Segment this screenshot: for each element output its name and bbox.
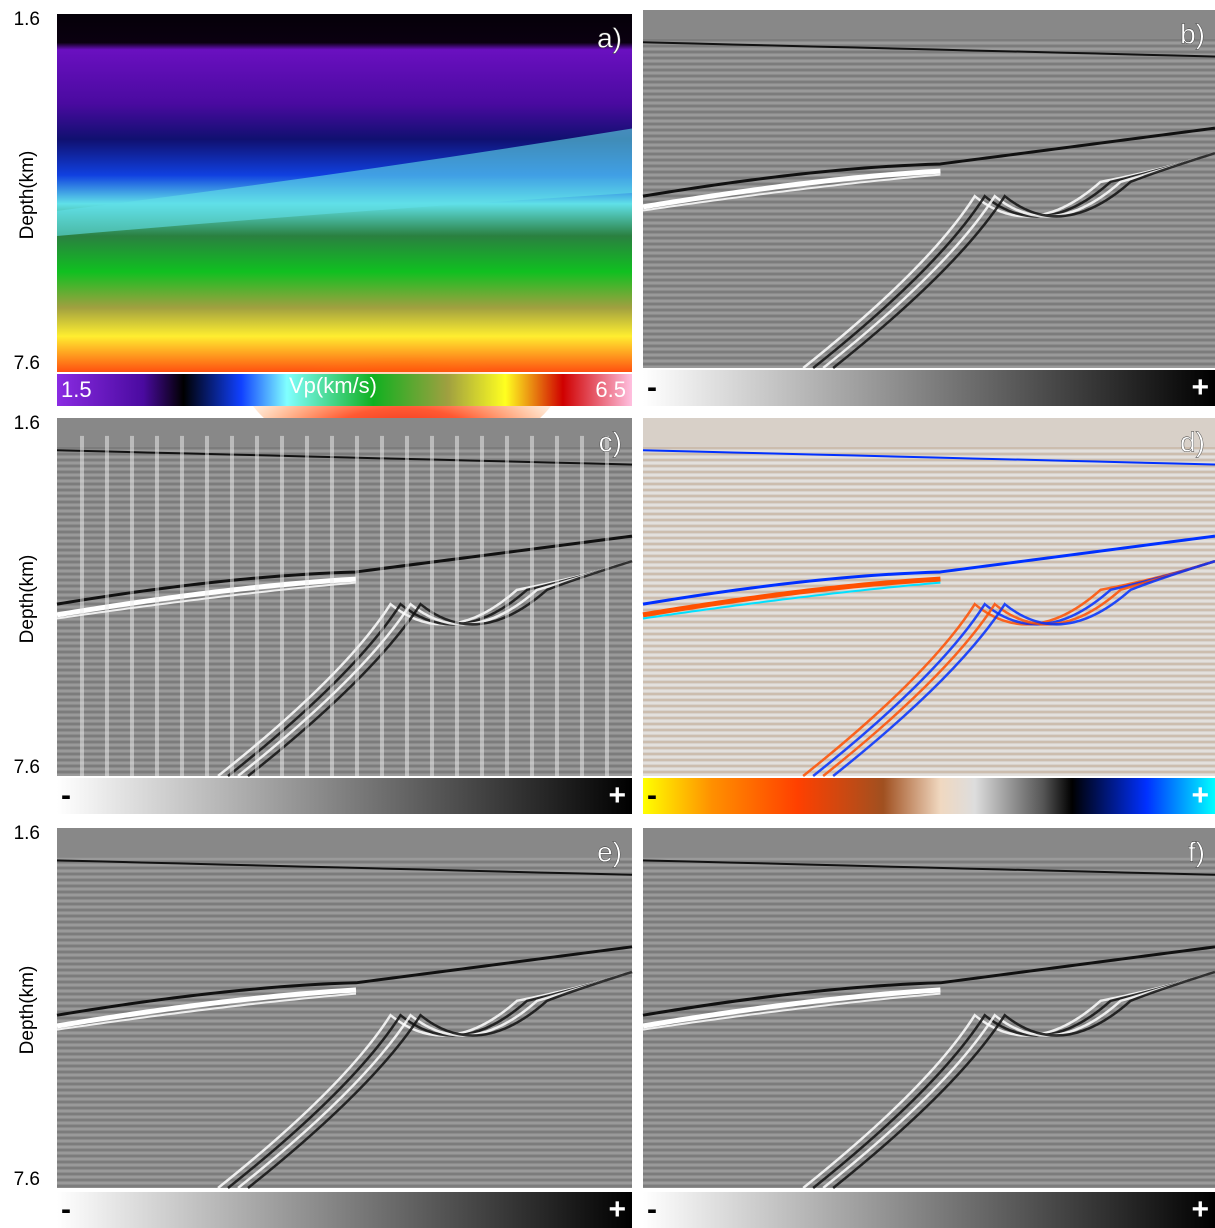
colorbar	[643, 370, 1215, 406]
panel: e) 1.6 7.6 Depth(km) - +	[14, 823, 632, 1228]
panel: f) - +	[643, 828, 1215, 1228]
gather-gap	[380, 436, 384, 776]
gather-gap	[605, 436, 609, 776]
depth-bottom: 7.6	[14, 757, 40, 778]
colorbar	[57, 1192, 632, 1228]
colorbar-max: 6.5	[595, 377, 626, 402]
colorbar-title: Vp(km/s)	[289, 373, 377, 398]
gather-gap	[580, 436, 584, 776]
colorbar-min: -	[647, 1193, 657, 1226]
depth-top: 1.6	[14, 9, 40, 30]
colorbar-min: -	[61, 779, 71, 812]
gather-gap	[255, 436, 259, 776]
seismic-image	[57, 828, 632, 1188]
depth-axis-label: Depth(km)	[17, 555, 38, 644]
panel-label: b)	[1180, 18, 1205, 49]
seismic-image	[643, 418, 1215, 776]
gather-gap	[530, 436, 534, 776]
colorbar-max: +	[1191, 371, 1209, 404]
panel-label: f)	[1188, 836, 1205, 867]
colorbar-max: +	[1191, 779, 1209, 812]
panel-label: d)	[1180, 426, 1205, 457]
panel-label: e)	[597, 836, 622, 867]
gather-gap	[155, 436, 159, 776]
seismic-image	[57, 418, 632, 776]
colorbar-max: +	[608, 779, 626, 812]
panel: d) - +	[643, 418, 1215, 814]
depth-bottom: 7.6	[14, 1169, 40, 1190]
gather-gap	[355, 436, 359, 776]
panel: b) - +	[643, 10, 1215, 406]
gather-gap	[430, 436, 434, 776]
gather-gap	[280, 436, 284, 776]
gather-gap	[405, 436, 409, 776]
gather-gap	[230, 436, 234, 776]
colorbar-min: 1.5	[61, 377, 92, 402]
gather-gap	[480, 436, 484, 776]
depth-top: 1.6	[14, 413, 40, 434]
panel-label: c)	[599, 426, 622, 457]
gather-gap	[330, 436, 334, 776]
gather-gap	[130, 436, 134, 776]
water-column	[643, 828, 1215, 857]
gather-gap	[205, 436, 209, 776]
seismic-image	[643, 828, 1215, 1188]
seismic-image	[643, 10, 1215, 368]
colorbar-min: -	[647, 371, 657, 404]
gather-gap	[455, 436, 459, 776]
water-column	[57, 828, 632, 857]
depth-axis-label: Depth(km)	[17, 151, 38, 240]
colorbar-min: -	[647, 779, 657, 812]
figure: a)1.67.6Depth(km)1.56.5Vp(km/s)b)-+c)1.6…	[0, 0, 1215, 1228]
panel: c) 1.6 7.6 Depth(km) - +	[14, 413, 632, 814]
gather-gap	[305, 436, 309, 776]
depth-bottom: 7.6	[14, 353, 40, 374]
colorbar	[643, 778, 1215, 814]
colorbar-max: +	[608, 1193, 626, 1226]
gather-gap	[180, 436, 184, 776]
colorbar-max: +	[1191, 1193, 1209, 1226]
gather-gap	[105, 436, 109, 776]
gather-gap	[555, 436, 559, 776]
depth-axis-label: Depth(km)	[17, 966, 38, 1055]
depth-top: 1.6	[14, 823, 40, 844]
water-column	[643, 10, 1215, 39]
colorbar	[643, 1192, 1215, 1228]
panel: a) 1.6 7.6 Depth(km) 1.5 6.5 Vp(km/s)	[14, 9, 632, 461]
water-column	[57, 418, 632, 447]
gather-gap	[505, 436, 509, 776]
gather-gap	[80, 436, 84, 776]
water-column	[643, 418, 1215, 447]
panel-label: a)	[597, 22, 622, 53]
colorbar	[57, 778, 632, 814]
colorbar-min: -	[61, 1193, 71, 1226]
